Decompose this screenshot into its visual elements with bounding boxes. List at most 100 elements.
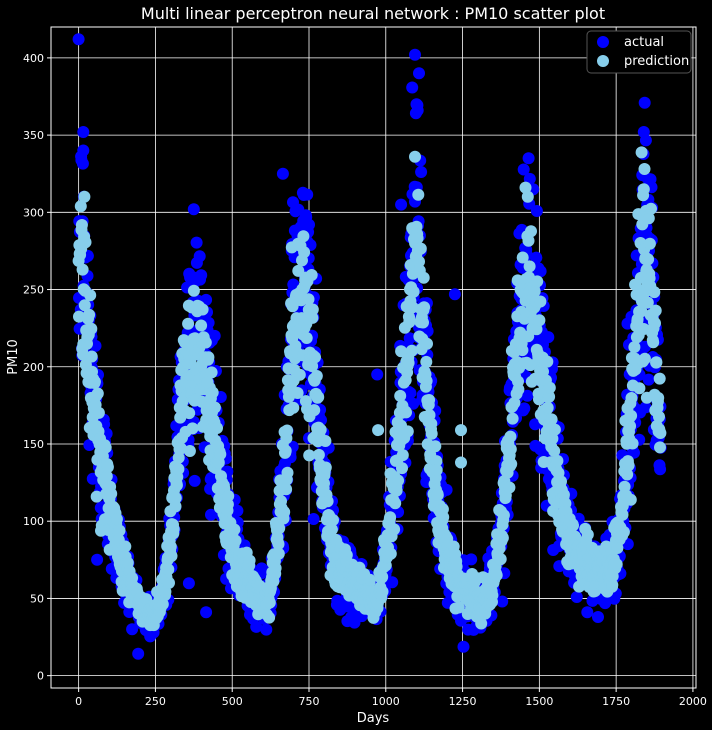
point-prediction	[78, 190, 91, 203]
point-prediction	[633, 382, 646, 395]
point-prediction	[642, 212, 655, 225]
point-prediction	[643, 237, 656, 250]
point-actual	[406, 81, 419, 94]
point-prediction	[169, 491, 182, 504]
point-actual	[83, 439, 96, 451]
point-prediction	[384, 511, 397, 524]
point-prediction	[649, 304, 662, 317]
legend-label-actual: actual	[624, 35, 664, 50]
point-actual	[581, 606, 594, 619]
point-prediction	[308, 404, 321, 417]
point-prediction	[388, 523, 401, 536]
point-prediction	[303, 449, 316, 462]
point-prediction	[402, 356, 415, 369]
point-prediction	[309, 351, 321, 364]
point-prediction	[208, 401, 221, 414]
point-prediction	[187, 284, 200, 297]
point-prediction	[581, 528, 594, 541]
y-tick-label: 200	[23, 361, 44, 374]
point-actual	[404, 387, 417, 399]
point-prediction	[222, 490, 235, 502]
point-prediction	[497, 509, 510, 522]
point-actual	[371, 368, 384, 381]
point-actual	[639, 401, 652, 414]
x-tick-label: 0	[75, 695, 82, 708]
point-prediction	[293, 368, 306, 381]
point-prediction	[169, 500, 182, 513]
point-prediction	[305, 269, 318, 281]
point-prediction	[92, 406, 105, 419]
point-prediction	[392, 474, 405, 487]
point-actual	[530, 205, 543, 217]
point-prediction	[396, 462, 408, 475]
point-actual	[195, 269, 208, 282]
point-prediction	[516, 344, 529, 357]
point-actual	[542, 331, 555, 344]
point-actual	[496, 595, 509, 608]
point-prediction	[521, 190, 534, 203]
point-prediction	[214, 448, 227, 461]
point-prediction	[625, 409, 638, 422]
point-prediction	[641, 296, 654, 309]
legend-box	[586, 30, 692, 74]
y-tick-label: 0	[37, 670, 44, 683]
point-prediction	[394, 389, 407, 402]
point-prediction	[113, 524, 126, 537]
point-prediction	[384, 547, 397, 560]
y-tick-label: 400	[23, 52, 44, 65]
point-prediction	[528, 285, 541, 298]
point-prediction	[555, 475, 567, 488]
legend: actual prediction	[586, 30, 692, 74]
point-prediction	[533, 314, 546, 327]
point-prediction	[273, 522, 286, 535]
point-prediction	[298, 246, 311, 259]
point-prediction	[654, 427, 667, 439]
x-tick-label: 250	[145, 695, 166, 708]
point-prediction	[642, 253, 655, 266]
point-prediction	[506, 412, 519, 425]
point-prediction	[389, 497, 402, 510]
point-prediction	[638, 163, 651, 175]
y-tick-label: 50	[30, 592, 44, 605]
point-actual	[132, 647, 145, 660]
point-prediction	[376, 570, 389, 583]
point-prediction	[221, 498, 234, 511]
point-prediction	[306, 303, 319, 316]
point-prediction	[312, 391, 325, 404]
point-prediction	[531, 275, 544, 288]
point-actual	[654, 463, 667, 476]
point-prediction	[622, 459, 635, 472]
point-prediction	[272, 547, 285, 560]
point-actual	[518, 402, 531, 415]
point-prediction	[400, 406, 412, 419]
point-prediction	[430, 455, 443, 468]
point-prediction	[455, 424, 467, 437]
point-prediction	[624, 493, 637, 506]
point-prediction	[431, 489, 444, 502]
point-prediction	[496, 531, 509, 544]
point-prediction	[174, 442, 187, 455]
point-prediction	[319, 435, 332, 447]
point-prediction	[626, 437, 639, 450]
point-actual	[440, 483, 453, 496]
point-prediction	[85, 322, 98, 335]
point-prediction	[396, 449, 409, 462]
point-prediction	[654, 441, 666, 454]
legend-marker-prediction	[597, 55, 609, 67]
point-prediction	[504, 443, 517, 456]
point-prediction	[505, 458, 518, 470]
point-prediction	[321, 495, 334, 508]
point-prediction	[201, 376, 214, 389]
point-prediction	[525, 225, 537, 238]
chart-title: Multi linear perceptron neural network :…	[141, 4, 605, 23]
point-prediction	[314, 423, 327, 436]
point-prediction	[413, 255, 425, 268]
point-actual	[231, 504, 244, 517]
point-prediction	[90, 490, 103, 503]
point-prediction	[196, 303, 209, 316]
point-prediction	[543, 390, 556, 403]
point-actual	[517, 163, 530, 176]
point-prediction	[504, 430, 517, 443]
point-prediction	[319, 461, 332, 474]
